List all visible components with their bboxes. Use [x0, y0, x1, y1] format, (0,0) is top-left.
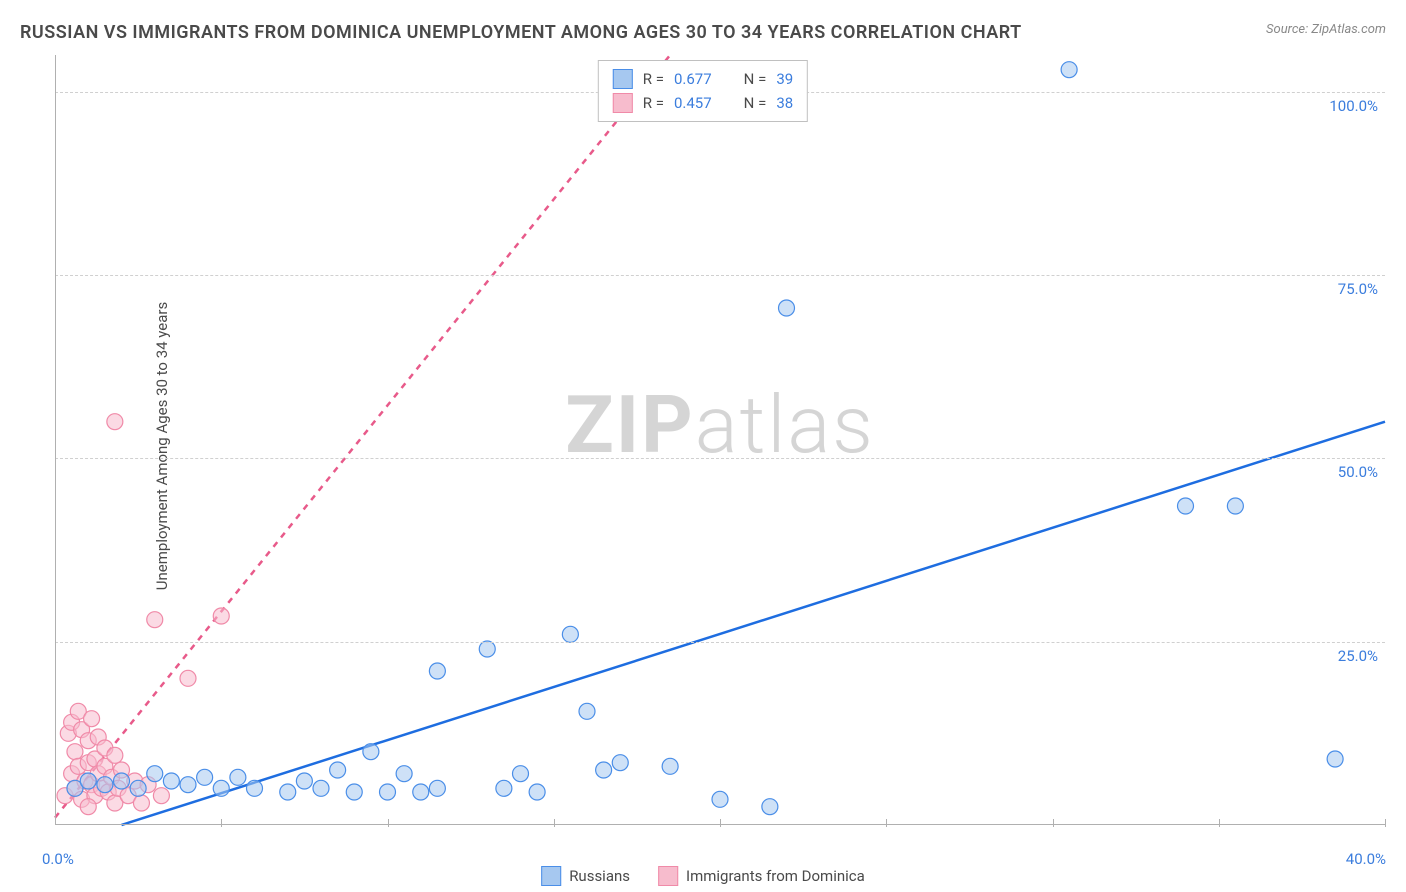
data-point — [1061, 62, 1077, 78]
x-tick — [388, 819, 389, 827]
data-point — [479, 641, 495, 657]
data-point — [380, 784, 396, 800]
y-tick-label: 25.0% — [1338, 647, 1390, 665]
x-tick — [1053, 819, 1054, 827]
legend-stat-row: R = 0.457 N = 38 — [613, 91, 793, 115]
x-axis-ticks — [55, 819, 1385, 827]
data-point — [1227, 498, 1243, 514]
n-value: 39 — [776, 70, 793, 88]
legend-stat-row: R = 0.677 N = 39 — [613, 67, 793, 91]
x-axis-line — [55, 824, 1385, 825]
data-point — [413, 784, 429, 800]
legend-stats: R = 0.677 N = 39 R = 0.457 N = 38 — [598, 60, 808, 122]
legend-swatch — [613, 69, 633, 89]
data-point — [147, 766, 163, 782]
r-label: R = — [643, 94, 664, 112]
data-point — [330, 762, 346, 778]
data-point — [180, 670, 196, 686]
scatter-svg — [55, 55, 1385, 825]
data-point — [213, 608, 229, 624]
data-point — [213, 780, 229, 796]
legend-series-label: Russians — [569, 867, 630, 885]
legend-swatch — [613, 93, 633, 113]
data-point — [779, 300, 795, 316]
data-point — [107, 414, 123, 430]
r-value: 0.677 — [674, 70, 712, 88]
data-point — [1178, 498, 1194, 514]
plot-area: ZIPatlas 25.0%50.0%75.0%100.0% — [55, 55, 1385, 825]
data-point — [130, 780, 146, 796]
data-point — [562, 626, 578, 642]
data-point — [230, 769, 246, 785]
y-tick-label: 50.0% — [1338, 463, 1390, 481]
data-point — [712, 791, 728, 807]
legend-series-item: Immigrants from Dominica — [658, 866, 865, 886]
gridline — [55, 642, 1385, 643]
data-point — [662, 758, 678, 774]
data-point — [67, 744, 83, 760]
data-point — [280, 784, 296, 800]
source-label: Source: ZipAtlas.com — [1266, 22, 1386, 37]
data-point — [762, 799, 778, 815]
data-point — [180, 777, 196, 793]
n-value: 38 — [776, 94, 793, 112]
data-point — [84, 711, 100, 727]
data-point — [429, 780, 445, 796]
legend-swatch — [658, 866, 678, 886]
data-point — [596, 762, 612, 778]
y-tick-label: 75.0% — [1338, 280, 1390, 298]
x-tick — [1219, 819, 1220, 827]
x-tick — [886, 819, 887, 827]
n-label: N = — [744, 94, 767, 112]
data-point — [313, 780, 329, 796]
data-point — [114, 773, 130, 789]
trend-line — [122, 422, 1386, 825]
chart-container: RUSSIAN VS IMMIGRANTS FROM DOMINICA UNEM… — [0, 0, 1406, 892]
data-point — [163, 773, 179, 789]
data-point — [396, 766, 412, 782]
n-label: N = — [744, 70, 767, 88]
x-tick — [720, 819, 721, 827]
data-point — [529, 784, 545, 800]
data-point — [147, 612, 163, 628]
chart-title: RUSSIAN VS IMMIGRANTS FROM DOMINICA UNEM… — [20, 22, 1022, 43]
x-max-label: 40.0% — [1346, 850, 1386, 868]
data-point — [97, 777, 113, 793]
data-point — [80, 773, 96, 789]
data-point — [429, 663, 445, 679]
x-origin-label: 0.0% — [42, 850, 74, 868]
data-point — [346, 784, 362, 800]
legend-series-label: Immigrants from Dominica — [686, 867, 865, 885]
data-point — [579, 703, 595, 719]
data-point — [612, 755, 628, 771]
data-point — [80, 799, 96, 815]
x-tick — [221, 819, 222, 827]
legend-series-item: Russians — [541, 866, 630, 886]
data-point — [363, 744, 379, 760]
gridline — [55, 275, 1385, 276]
y-tick-label: 100.0% — [1329, 97, 1390, 115]
x-tick — [1385, 819, 1386, 827]
trend-line — [55, 55, 670, 818]
data-point — [296, 773, 312, 789]
title-row: RUSSIAN VS IMMIGRANTS FROM DOMINICA UNEM… — [20, 22, 1386, 43]
r-value: 0.457 — [674, 94, 712, 112]
legend-swatch — [541, 866, 561, 886]
gridline — [55, 458, 1385, 459]
data-point — [197, 769, 213, 785]
data-point — [153, 788, 169, 804]
legend-series: Russians Immigrants from Dominica — [541, 866, 865, 886]
x-tick — [554, 819, 555, 827]
data-point — [247, 780, 263, 796]
data-point — [133, 795, 149, 811]
data-point — [107, 747, 123, 763]
y-axis-line — [55, 55, 56, 825]
data-point — [496, 780, 512, 796]
r-label: R = — [643, 70, 664, 88]
data-point — [513, 766, 529, 782]
data-point — [1327, 751, 1343, 767]
